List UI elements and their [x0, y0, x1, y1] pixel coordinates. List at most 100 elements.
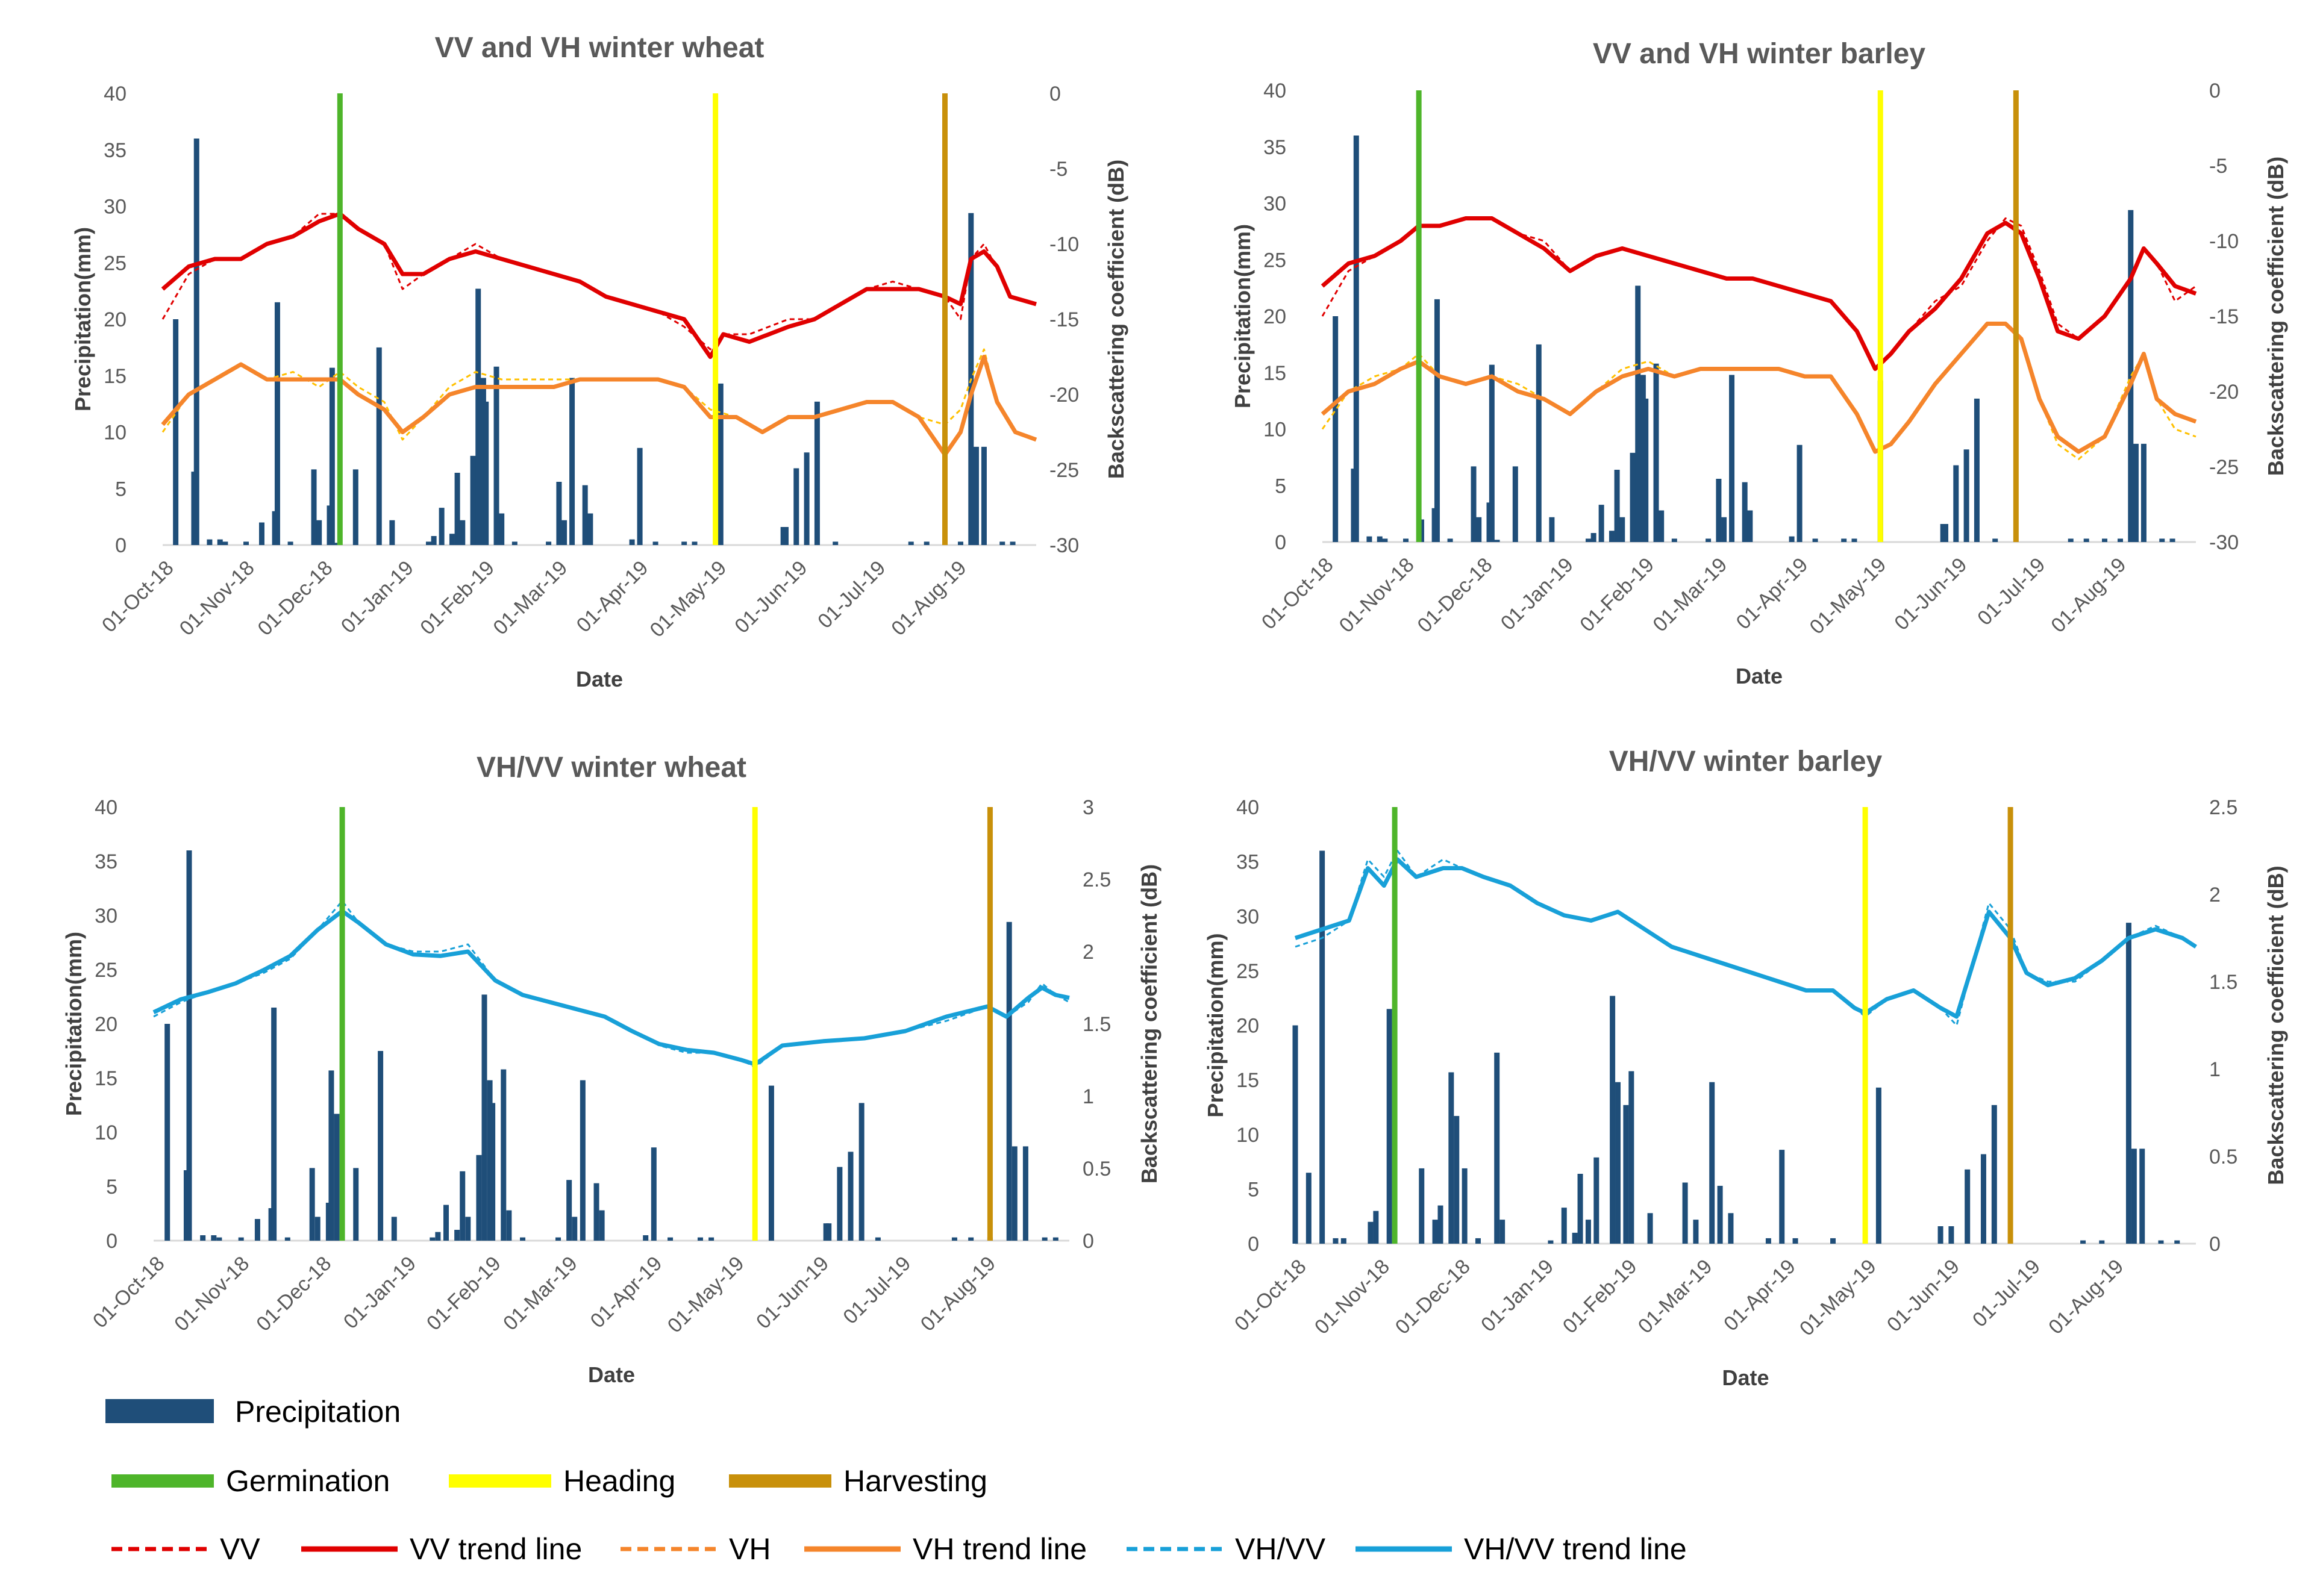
chart-title: VV and VH winter barley [1593, 38, 1925, 70]
precipitation-bar [460, 520, 466, 545]
y-tick-label: 15 [95, 1067, 117, 1090]
precipitation-bar [268, 1208, 274, 1241]
precipitation-bar [1942, 524, 1948, 542]
precipitation-bar [1630, 452, 1636, 542]
y-tick-label: 30 [104, 196, 127, 219]
x-tick-label: 01-Dec-18 [252, 1252, 336, 1336]
precipitation-bar [329, 367, 335, 545]
y-tick-label: 25 [104, 252, 127, 275]
y2-tick-label: 0 [1049, 83, 1061, 105]
precipitation-bar [1593, 1157, 1599, 1244]
legend: Precipitation Germination Heading Harvestin… [105, 1395, 1687, 1566]
precipitation-bar [768, 1085, 774, 1241]
y-tick-label: 40 [1263, 79, 1286, 102]
precipitation-bar [999, 541, 1005, 545]
precipitation-bar [284, 1237, 290, 1241]
precipitation-bar [643, 1235, 649, 1241]
precipitation-bars [164, 850, 1058, 1241]
y-tick-label: 35 [104, 139, 127, 162]
y-tick-label: 40 [95, 796, 117, 819]
precipitation-bar [833, 541, 839, 545]
precipitation-bar [483, 401, 489, 545]
precipitation-bar [449, 534, 455, 545]
precipitation-bar [837, 1167, 843, 1241]
precipitation-bar [1721, 517, 1727, 542]
precipitation-bar [629, 539, 635, 545]
precipitation-bars [1292, 850, 2180, 1244]
series-line-vh [1321, 323, 2197, 460]
x-tick-label: 01-Dec-18 [254, 556, 337, 640]
precipitation-bar [1292, 1025, 1298, 1244]
precipitation-bar [1475, 1238, 1481, 1244]
series-line-vh-vv-trend-line [152, 909, 1070, 1067]
precipitation-bar [430, 1237, 436, 1241]
precipitation-bar [582, 485, 588, 545]
precipitation-bar [186, 850, 192, 1241]
precipitation-bar [183, 1170, 189, 1241]
precipitation-bar [1494, 540, 1500, 542]
x-tick-label: 01-Nov-18 [1310, 1255, 1394, 1339]
precipitation-bar [1434, 299, 1440, 542]
precipitation-bar [1610, 996, 1616, 1244]
precipitation-bar [1742, 482, 1748, 542]
x-tick-label: 01-Feb-19 [422, 1252, 505, 1335]
x-tick-label: 01-Aug-19 [2047, 553, 2130, 637]
precipitation-bar [493, 366, 499, 545]
precipitation-bar [376, 347, 382, 545]
y-axis-title: Precipitation(mm) [1230, 224, 1255, 408]
precipitation-bar [1377, 536, 1383, 542]
x-tick-label: 01-Aug-19 [887, 556, 971, 640]
y2-tick-label: 0.5 [1083, 1158, 1111, 1180]
precipitation-bar [460, 1171, 466, 1241]
precipitation-bar [243, 541, 249, 545]
precipitation-bar [1432, 1220, 1438, 1244]
y-tick-label: 15 [1236, 1069, 1259, 1092]
precipitation-bar [951, 1237, 957, 1241]
precipitation-bar [572, 1217, 578, 1241]
precipitation-bar [1717, 1185, 1723, 1244]
legend-item-vhvv: VH/VV [1127, 1532, 1326, 1566]
precipitation-bar [2133, 443, 2139, 542]
precipitation-bar [378, 1051, 384, 1241]
precipitation-bar [222, 541, 228, 545]
y2-tick-label: 0 [1083, 1230, 1094, 1253]
precipitation-bar [1448, 1072, 1454, 1244]
series-line-vh-trend-line [1321, 322, 2197, 454]
precipitation-bar [2131, 1149, 2137, 1244]
precipitation-bar [1012, 1146, 1018, 1241]
x-tick-label: 01-May-19 [663, 1252, 749, 1338]
precipitation-bar [217, 539, 223, 545]
legend-swatch [729, 1474, 831, 1488]
precipitation-bar [2140, 443, 2147, 542]
precipitation-bar [1779, 1150, 1785, 1244]
legend-label: VV [220, 1532, 260, 1566]
precipitation-bar [353, 1168, 359, 1241]
precipitation-bar [2159, 538, 2165, 542]
precipitation-bar [1615, 1082, 1621, 1244]
legend-swatch [449, 1474, 551, 1488]
y2-axis-title: Backscattering coefficient (dB) [1104, 160, 1128, 479]
y-tick-label: 5 [1248, 1178, 1259, 1201]
x-tick-label: 01-Apr-19 [1732, 553, 1813, 634]
precipitation-bar [1709, 1082, 1715, 1244]
precipitation-bar [1022, 1146, 1028, 1241]
x-tick-label: 01-Nov-18 [1335, 553, 1419, 637]
y-tick-label: 10 [1263, 419, 1286, 441]
chart-panel-4: VH/VV winter barley 0 5 10 15 20 25 30 35 40 0 0.5 1… [1203, 746, 2288, 1390]
y-tick-label: 5 [115, 478, 127, 500]
precipitation-bar [1548, 1240, 1554, 1244]
precipitation-bar [443, 1205, 449, 1241]
precipitation-bar [823, 1223, 829, 1241]
precipitation-bar [1471, 466, 1477, 542]
precipitation-bar [1659, 510, 1665, 542]
y-tick-label: 20 [1263, 305, 1286, 328]
y-tick-label: 30 [1263, 193, 1286, 216]
precipitation-bar [481, 994, 487, 1241]
precipitation-bar [1419, 1168, 1425, 1244]
precipitation-bar [1614, 470, 1620, 542]
precipitation-bar [580, 1080, 586, 1241]
precipitation-bar [1963, 449, 1969, 542]
y2-tick-label: -5 [1049, 158, 1068, 181]
legend-item-harvesting: Harvesting [729, 1464, 987, 1498]
precipitation-bar [1382, 538, 1388, 542]
